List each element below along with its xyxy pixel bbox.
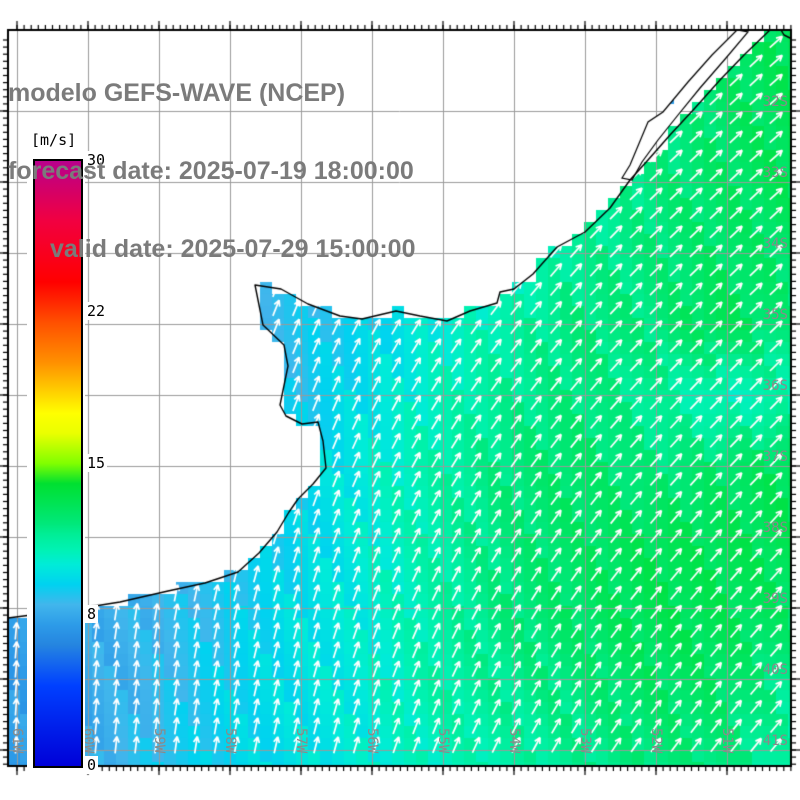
colorbar-tick-label: 30 (85, 151, 108, 169)
latitude-label: 33S (762, 165, 788, 181)
plot-title-block: modelo GEFS-WAVE (NCEP) forecast date: 2… (8, 28, 416, 314)
latitude-label: 41S (762, 733, 788, 749)
colorbar: [m/s] 30 22 15 8 0 (27, 126, 108, 776)
valid-date-line: valid date: 2025-07-29 15:00:00 (50, 235, 416, 263)
longitude-label: 55W (435, 728, 451, 754)
colorbar-tick-label: 15 (85, 453, 108, 472)
colorbar-tick-label: 0 (85, 756, 99, 774)
model-name-title: modelo GEFS-WAVE (NCEP) (8, 79, 346, 107)
longitude-label: 61W (9, 728, 25, 754)
colorbar-tick-label: 8 (85, 604, 99, 623)
colorbar-gradient-bar (33, 159, 83, 768)
latitude-label: 38S (762, 520, 788, 536)
longitude-label: 56W (364, 728, 380, 754)
latitude-label: 35S (762, 307, 788, 323)
latitude-label: 40S (762, 662, 788, 678)
longitude-label: 57W (293, 728, 309, 754)
latitude-label: 39S (762, 591, 788, 607)
forecast-date-line: forecast date: 2025-07-19 18:00:00 (8, 157, 414, 185)
colorbar-unit-label: [m/s] (29, 130, 79, 150)
longitude-label: 59W (151, 728, 167, 754)
longitude-label: 58W (222, 728, 238, 754)
longitude-label: 53W (577, 728, 593, 754)
colorbar-tick-label: 22 (85, 302, 108, 321)
latitude-label: 32S (762, 94, 788, 110)
longitude-label: 52W (648, 728, 664, 754)
latitude-label: 34S (762, 236, 788, 252)
latitude-label: 37S (762, 449, 788, 465)
latitude-label: 36S (762, 378, 788, 394)
longitude-label: 51W (719, 728, 735, 754)
longitude-label: 54W (506, 728, 522, 754)
